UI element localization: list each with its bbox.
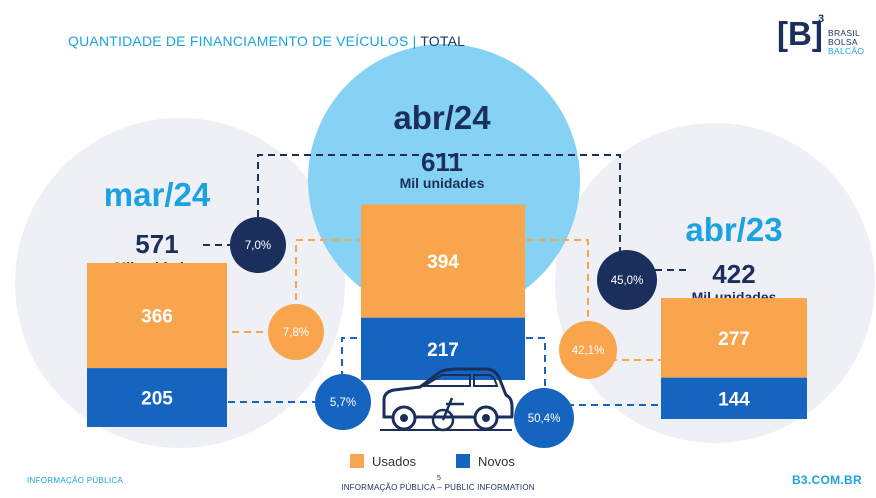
- variation-badge-novos-mar-24-abr-24: [315, 374, 371, 430]
- data-label-usados-abr-23: 277: [718, 329, 750, 350]
- legend-label-usados: Usados: [372, 454, 417, 469]
- page-title-separator: |: [412, 33, 417, 49]
- variation-label-novos-abr-23-abr-24: 50,4%: [528, 413, 561, 425]
- data-label-usados-mar-24: 366: [141, 307, 173, 328]
- car-rear-hub-icon: [482, 414, 490, 422]
- b3-logo-text: BRASIL BOLSA BALCÃO: [828, 29, 864, 56]
- b3-logo-line1: BRASIL: [828, 28, 861, 38]
- variation-label-total-abr-23-abr-24: 45,0%: [611, 275, 644, 287]
- b3-logo-superscript: 3: [818, 13, 825, 25]
- b3-logo-line3: BALCÃO: [828, 46, 865, 56]
- total-value-abr-24: 611: [421, 147, 463, 177]
- bicycle-frame-icon: [441, 397, 464, 421]
- variation-label-total-mar-24-abr-24: 7,0%: [245, 240, 271, 252]
- b3-logo-mark: [B]: [777, 15, 823, 52]
- bar-usados-mar-24: [87, 263, 227, 369]
- footer-public-information: INFORMAÇÃO PÚBLICA – PUBLIC INFORMATION: [341, 483, 535, 492]
- variation-badge-usados-mar-24-abr-24: [268, 304, 324, 360]
- car-body-icon: [382, 367, 514, 419]
- total-value-mar-24: 571: [135, 229, 178, 259]
- page-title-suffix: TOTAL: [420, 33, 466, 49]
- variation-label-usados-abr-23-abr-24: 42,1%: [572, 345, 605, 357]
- variation-badge-total-abr-23-abr-24: [597, 250, 657, 310]
- legend-swatch-usados: [350, 454, 364, 468]
- connector-usados-right: [526, 239, 662, 361]
- variation-badge-usados-abr-23-abr-24: [559, 321, 617, 379]
- data-label-novos-mar-24: 205: [141, 389, 173, 410]
- variation-badge-total-mar-24-abr-24: [230, 217, 286, 273]
- variation-label-novos-mar-24-abr-24: 5,7%: [330, 397, 356, 409]
- car-window-icon: [420, 374, 471, 387]
- category-label-abr-23: abr/23: [685, 211, 782, 248]
- category-label-abr-24: abr/24: [393, 99, 491, 136]
- variation-badge-novos-abr-23-abr-24: [514, 388, 574, 448]
- bar-usados-abr-23: [661, 298, 807, 378]
- legend-label-novos: Novos: [478, 454, 515, 469]
- footer-website-link[interactable]: B3.COM.BR: [791, 473, 862, 487]
- car-rear-window-icon: [473, 374, 499, 387]
- category-label-mar-24: mar/24: [104, 176, 211, 213]
- page-title: QUANTIDADE DE FINANCIAMENTO DE VEÍCULOS …: [68, 33, 465, 49]
- connector-novos-right: [526, 337, 662, 406]
- variation-label-usados-mar-24-abr-24: 7,8%: [283, 327, 309, 339]
- data-label-novos-abr-24: 217: [427, 340, 459, 361]
- page-title-text: QUANTIDADE DE FINANCIAMENTO DE VEÍCULOS: [68, 33, 409, 49]
- b3-logo-line2: BOLSA: [828, 37, 858, 47]
- footer-classification: INFORMAÇÃO PÚBLICA: [27, 476, 124, 485]
- car-front-hub-icon: [400, 414, 408, 422]
- data-label-novos-abr-23: 144: [718, 389, 750, 410]
- bar-novos-mar-24: [87, 368, 227, 427]
- connector-usados-left: [232, 239, 360, 333]
- data-label-usados-abr-24: 394: [427, 252, 459, 273]
- connector-total-top: [257, 154, 621, 270]
- total-value-abr-23: 422: [712, 259, 755, 289]
- bar-novos-abr-23: [661, 377, 807, 419]
- bar-usados-abr-24: [361, 204, 525, 318]
- total-unit-abr-24: Mil unidades: [400, 175, 485, 191]
- legend-swatch-novos: [456, 454, 470, 468]
- footer-page-number: 5: [437, 475, 441, 482]
